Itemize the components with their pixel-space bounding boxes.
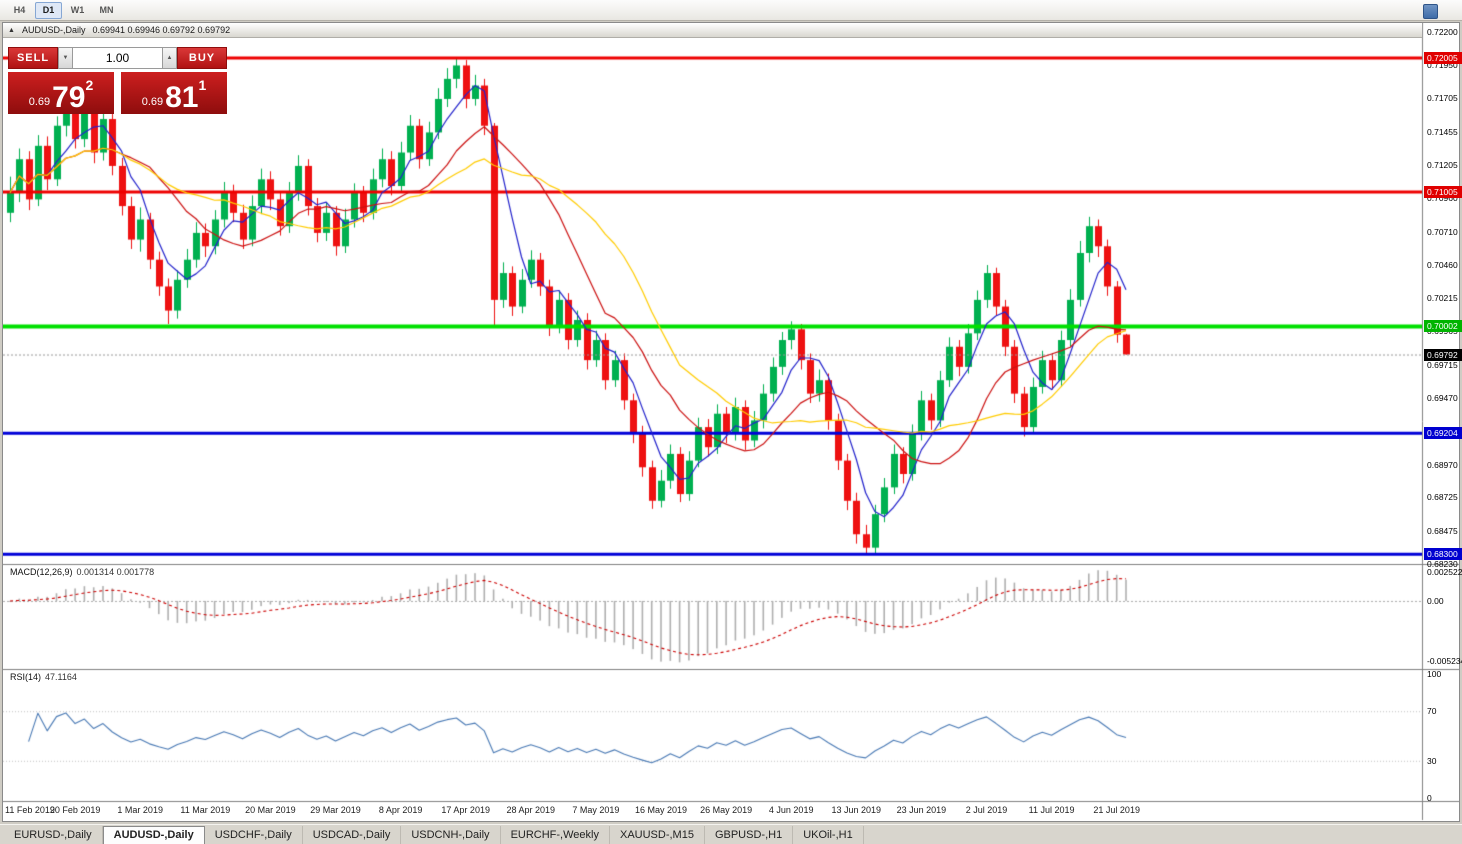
buy-price-display: 0.69 81 1 — [121, 72, 227, 114]
chart-tab-eurchf[interactable]: EURCHF-,Weekly — [501, 826, 610, 844]
collapse-icon[interactable]: ▲ — [8, 26, 15, 34]
chart-tab-audusd[interactable]: AUDUSD-,Daily — [102, 826, 205, 844]
price-axis-label: 0.70460 — [1427, 260, 1458, 271]
rsi-title: RSI(14) — [10, 672, 42, 682]
date-axis-label: 21 Jul 2019 — [1093, 805, 1140, 815]
price-axis-label: 0.70215 — [1427, 292, 1458, 303]
date-axis-label: 11 Jul 2019 — [1028, 805, 1075, 815]
price-axis-label: 0.68475 — [1427, 525, 1458, 536]
chart-tab-usdcnh[interactable]: USDCNH-,Daily — [401, 826, 501, 844]
date-axis-label: 20 Mar 2019 — [245, 805, 296, 815]
chart-tab-bar: EURUSD-,Daily AUDUSD-,Daily USDCHF-,Daily U… — [0, 824, 1462, 844]
buy-price-fraction: 1 — [198, 77, 207, 93]
price-line-badge: 0.71005 — [1424, 186, 1462, 199]
chart-tab-gbpusd[interactable]: GBPUSD-,H1 — [705, 826, 794, 844]
date-axis-label: 20 Feb 2019 — [49, 805, 101, 815]
chart-window: ▲ AUDUSD-,Daily 0.69941 0.69946 0.69792 … — [2, 22, 1462, 822]
macd-scale-label: 0.00 — [1427, 595, 1444, 606]
date-axis-label: 23 Jun 2019 — [896, 805, 947, 815]
price-chart-canvas[interactable] — [3, 23, 1459, 821]
macd-title: MACD(12,26,9) — [10, 567, 73, 577]
rsi-scale-label: 100 — [1427, 669, 1442, 679]
date-axis-label: 1 Mar 2019 — [117, 805, 163, 815]
rsi-value: 47.1164 — [45, 672, 77, 682]
macd-values: 0.001314 0.001778 — [76, 567, 155, 577]
timeframe-w1-button[interactable]: W1 — [64, 2, 91, 19]
sell-button[interactable]: SELL — [8, 47, 58, 69]
timeframe-toolbar: H4 D1 W1 MN — [0, 0, 1462, 21]
macd-scale-label: 0.002522 — [1427, 567, 1462, 577]
date-axis-label: 7 May 2019 — [572, 805, 620, 815]
one-click-trading-panel: SELL ▼ ▲ BUY 0.69 79 2 0.69 81 1 — [8, 47, 227, 114]
chart-tab-usdchf[interactable]: USDCHF-,Daily — [205, 826, 303, 844]
window-icon[interactable] — [1423, 4, 1438, 19]
chart-tab-ukoil[interactable]: UKOil-,H1 — [793, 826, 864, 844]
timeframe-h4-button[interactable]: H4 — [6, 2, 33, 19]
price-axis-label: 0.71950 — [1427, 60, 1458, 71]
price-axis-label: 0.68725 — [1427, 492, 1458, 503]
volume-input[interactable] — [73, 47, 162, 69]
time-axis: 11 Feb 2019 20 Feb 2019 1 Mar 2019 11 Mar 2… — [3, 802, 1422, 820]
price-line-badge: 0.68300 — [1424, 548, 1462, 561]
volume-decrease-button[interactable]: ▼ — [58, 47, 73, 69]
chart-tab-usdcad[interactable]: USDCAD-,Daily — [303, 826, 402, 844]
price-axis-label: 0.68970 — [1427, 459, 1458, 470]
chart-tab-xauusd[interactable]: XAUUSD-,M15 — [610, 826, 705, 844]
date-axis-label: 2 Jul 2019 — [965, 805, 1008, 815]
sell-price-display: 0.69 79 2 — [8, 72, 114, 114]
sell-price-prefix: 0.69 — [28, 96, 51, 108]
price-axis-label: 0.70960 — [1427, 193, 1458, 204]
date-axis-label: 26 May 2019 — [700, 805, 753, 815]
chart-tab-eurusd[interactable]: EURUSD-,Daily — [4, 826, 103, 844]
sell-price-pips: 79 — [52, 80, 86, 114]
price-axis-label: 0.71205 — [1427, 160, 1458, 171]
date-axis-label: 8 Apr 2019 — [378, 805, 423, 815]
date-axis-label: 28 Apr 2019 — [506, 805, 556, 815]
price-axis-label: 0.71455 — [1427, 126, 1458, 137]
price-axis-label: 0.70710 — [1427, 226, 1458, 237]
rsi-label: RSI(14) 47.1164 — [10, 672, 77, 682]
current-price-badge: 0.69792 — [1424, 348, 1462, 361]
chart-title: AUDUSD-,Daily — [21, 25, 86, 35]
rsi-scale-label: 70 — [1427, 706, 1437, 717]
price-axis-label: 0.72200 — [1427, 26, 1458, 37]
date-axis-label: 17 Apr 2019 — [441, 805, 490, 815]
buy-price-prefix: 0.69 — [141, 96, 164, 108]
date-axis-label: 11 Mar 2019 — [180, 805, 231, 815]
buy-price-pips: 81 — [165, 80, 199, 114]
price-axis-label: 0.69470 — [1427, 392, 1458, 403]
price-line-badge: 0.72005 — [1424, 52, 1462, 65]
timeframe-mn-button[interactable]: MN — [93, 2, 120, 19]
price-line-badge: 0.69204 — [1424, 427, 1462, 440]
date-axis-label: 29 Mar 2019 — [310, 805, 361, 815]
date-axis-label: 4 Jun 2019 — [768, 805, 814, 815]
date-axis-label: 11 Feb 2019 — [5, 805, 55, 815]
price-axis-label: 0.71705 — [1427, 93, 1458, 104]
rsi-scale-label: 0 — [1427, 793, 1432, 803]
chart-ohlc-values: 0.69941 0.69946 0.69792 0.69792 — [92, 25, 231, 35]
date-axis-label: 13 Jun 2019 — [831, 805, 882, 815]
price-axis-label: 0.69715 — [1427, 359, 1458, 370]
date-axis-label: 16 May 2019 — [634, 805, 688, 815]
macd-label: MACD(12,26,9) 0.001314 0.001778 — [10, 567, 154, 577]
price-axis: 0.72200 0.71950 0.71705 0.71455 0.71205 0.709… — [1424, 23, 1462, 821]
timeframe-d1-button[interactable]: D1 — [35, 1, 62, 19]
chart-title-bar: ▲ AUDUSD-,Daily 0.69941 0.69946 0.69792 … — [3, 23, 1422, 38]
rsi-scale-label: 30 — [1427, 755, 1437, 766]
volume-increase-button[interactable]: ▲ — [162, 47, 177, 69]
sell-price-fraction: 2 — [85, 77, 94, 93]
price-line-badge: 0.70002 — [1424, 320, 1462, 333]
buy-button[interactable]: BUY — [177, 47, 227, 69]
price-axis-label: 0.68230 — [1427, 558, 1458, 569]
macd-scale-label: -0.005234 — [1427, 656, 1462, 666]
